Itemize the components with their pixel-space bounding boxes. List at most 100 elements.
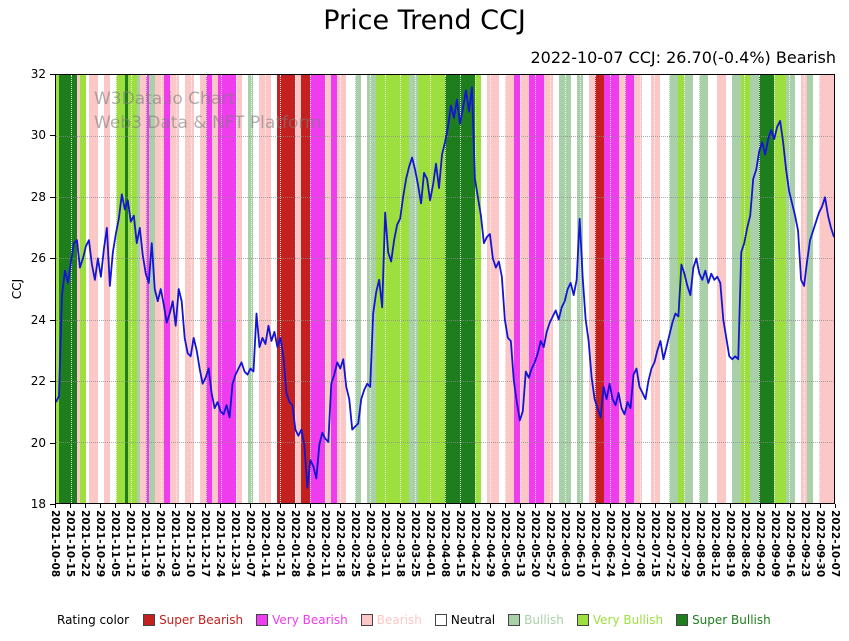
x-tick-mark: [325, 504, 326, 508]
x-tick-label: 2022-02-25: [349, 510, 361, 578]
x-tick-mark: [670, 504, 671, 508]
rating-band-neutral: [361, 75, 368, 503]
rating-band-bearish: [295, 75, 302, 503]
x-tick-mark: [55, 504, 56, 508]
legend-label: Very Bearish: [272, 613, 348, 627]
rating-band-bullish: [136, 75, 140, 503]
x-tick-mark: [400, 504, 401, 508]
vertical-gridline: [340, 75, 342, 503]
rating-band-very_bullish: [418, 75, 445, 503]
vertical-gridline: [714, 75, 716, 503]
rating-band-neutral: [582, 75, 589, 503]
vertical-gridline: [669, 75, 671, 503]
x-tick-mark: [535, 504, 536, 508]
y-axis-label: CCJ: [10, 278, 24, 300]
horizontal-gridline: [56, 136, 834, 138]
vertical-gridline: [639, 75, 641, 503]
x-tick-label: 2021-10-22: [79, 510, 91, 578]
x-tick-mark: [685, 504, 686, 508]
vertical-gridline: [729, 75, 731, 503]
legend-swatch: [508, 614, 521, 626]
vertical-gridline: [100, 75, 102, 503]
vertical-gridline: [789, 75, 791, 503]
x-tick-label: 2022-07-22: [664, 510, 676, 578]
vertical-gridline: [370, 75, 372, 503]
y-tick-label: 26: [30, 251, 46, 266]
rating-band-bullish: [807, 75, 814, 503]
x-tick-mark: [460, 504, 461, 508]
x-tick-mark: [205, 504, 206, 508]
legend-items: Super Bearish Very Bearish Bearish Neutral B…: [143, 613, 771, 627]
x-tick-label: 2021-10-15: [64, 510, 76, 578]
x-tick-mark: [610, 504, 611, 508]
rating-band-very_bearish: [310, 75, 326, 503]
vertical-gridline: [459, 75, 461, 503]
x-tick-label: 2022-06-17: [589, 510, 601, 578]
legend-swatch: [360, 614, 373, 626]
y-tick-mark: [50, 258, 55, 260]
rating-band-very_bullish: [774, 75, 787, 503]
rating-band-bearish: [819, 75, 834, 503]
rating-band-bearish: [325, 75, 332, 503]
y-tick-mark: [50, 135, 55, 137]
x-tick-label: 2021-12-24: [214, 510, 226, 578]
x-tick-label: 2021-11-12: [124, 510, 136, 578]
legend-label: Bullish: [524, 613, 564, 627]
rating-band-bullish: [247, 75, 254, 503]
y-tick-label: 20: [30, 435, 46, 450]
rating-band-neutral: [813, 75, 820, 503]
legend-swatch: [143, 614, 156, 626]
x-tick-label: 2022-05-06: [499, 510, 511, 578]
x-tick-mark: [250, 504, 251, 508]
rating-band-neutral: [178, 75, 185, 503]
rating-band-bearish: [651, 75, 661, 503]
rating-band-bearish: [504, 75, 514, 503]
rating-band-bearish: [211, 75, 218, 503]
rating-band-very_bearish: [528, 75, 544, 503]
legend-item: Super Bullish: [676, 613, 771, 627]
x-tick-mark: [805, 504, 806, 508]
rating-band-bullish: [669, 75, 679, 503]
rating-band-very_bearish: [205, 75, 212, 503]
vertical-gridline: [85, 75, 87, 503]
x-tick-mark: [70, 504, 71, 508]
rating-band-neutral: [480, 75, 487, 503]
y-tick-mark: [50, 319, 55, 321]
chart-subtitle: 2022-10-07 CCJ: 26.70(-0.4%) Bearish: [530, 48, 836, 67]
rating-band-bearish: [139, 75, 146, 503]
horizontal-gridline: [56, 380, 834, 382]
x-tick-mark: [265, 504, 266, 508]
x-tick-label: 2021-12-03: [169, 510, 181, 578]
vertical-gridline: [400, 75, 402, 503]
x-tick-label: 2022-08-19: [724, 510, 736, 578]
rating-band-bearish: [519, 75, 529, 503]
rating-band-neutral: [253, 75, 260, 503]
legend-swatch: [576, 614, 589, 626]
rating-band-bullish: [409, 75, 419, 503]
x-tick-label: 2022-04-22: [469, 510, 481, 578]
x-tick-mark: [490, 504, 491, 508]
vertical-gridline: [609, 75, 611, 503]
legend-swatch: [256, 614, 269, 626]
legend-swatch: [676, 614, 689, 626]
x-tick-mark: [145, 504, 146, 508]
rating-band-bearish: [184, 75, 194, 503]
x-tick-label: 2022-08-26: [739, 510, 751, 578]
x-tick-label: 2021-10-29: [94, 510, 106, 578]
horizontal-gridline: [56, 319, 834, 321]
vertical-gridline: [579, 75, 581, 503]
x-tick-mark: [730, 504, 731, 508]
x-tick-label: 2022-06-24: [604, 510, 616, 578]
rating-band-neutral: [660, 75, 670, 503]
rating-band-super_bullish: [759, 75, 775, 503]
x-tick-label: 2022-02-04: [304, 510, 316, 578]
rating-band-neutral: [693, 75, 700, 503]
rating-band-very_bullish: [678, 75, 685, 503]
vertical-gridline: [804, 75, 806, 503]
rating-band-bearish: [76, 75, 80, 503]
vertical-gridline: [280, 75, 282, 503]
vertical-gridline: [549, 75, 551, 503]
x-tick-label: 2022-08-05: [694, 510, 706, 578]
x-tick-label: 2022-09-16: [784, 510, 796, 578]
